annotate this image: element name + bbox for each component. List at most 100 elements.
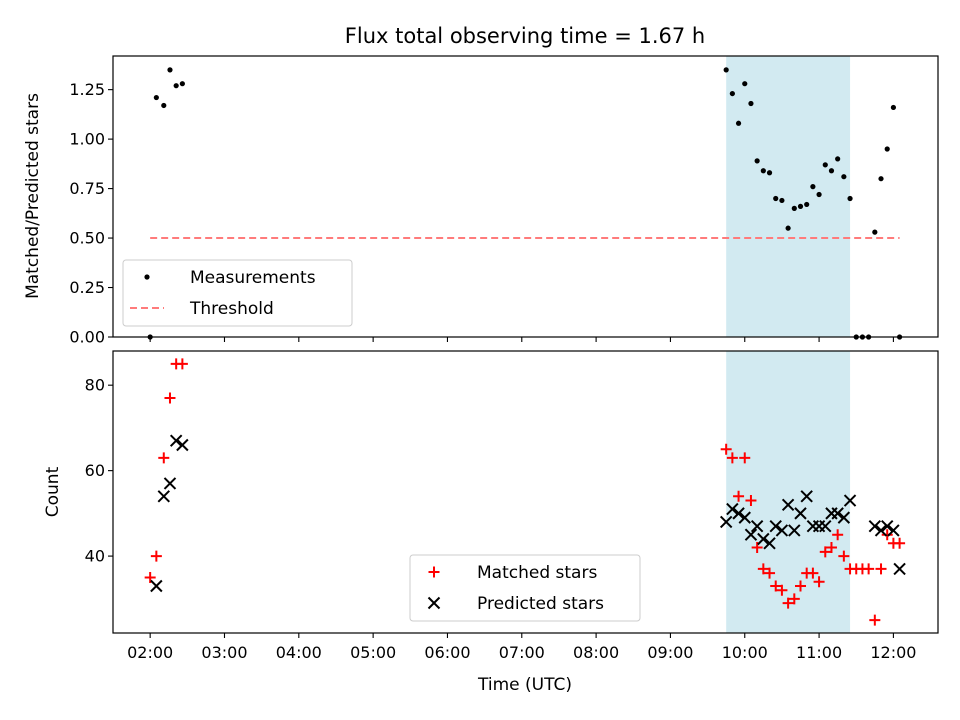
top-axes-frame (112, 55, 939, 338)
top-y-tick-label: 0.75 (69, 179, 105, 198)
x-tick-label: 05:00 (350, 643, 396, 662)
predicted-star-point (769, 519, 782, 533)
top-plot-panel: 0.00 0.25 0.50 0.75 1.00 1.25 Measurements Thre… (69, 55, 939, 347)
x-tick-label: 03:00 (201, 643, 247, 662)
legend-label: Measurements (190, 268, 316, 288)
measurement-point (754, 158, 760, 164)
matched-star-point (164, 392, 176, 404)
bottom-y-tick-label: 40 (85, 547, 105, 566)
top-y-axis-label: Matched/Predicted stars (23, 93, 43, 299)
predicted-star-point (157, 490, 170, 503)
matched-star-point (764, 567, 776, 579)
matched-star-point (863, 563, 875, 575)
matched-star-point (739, 452, 751, 464)
matched-star-point (807, 567, 819, 579)
x-tick-label: 09:00 (647, 643, 693, 662)
measurement-point (773, 195, 779, 202)
top-y-tick-label: 0.00 (69, 328, 105, 347)
predicted-star-point (874, 524, 888, 537)
measurement-point (841, 174, 847, 180)
bottom-legend: Matched stars Predicted stars (409, 554, 641, 622)
predicted-star-point (800, 490, 813, 503)
matched-star-point (788, 593, 800, 605)
measurement-point (779, 197, 785, 204)
measurement-point (729, 90, 735, 97)
measurement-point (785, 225, 791, 231)
measurement-point (167, 67, 173, 73)
legend-label: Matched stars (477, 563, 597, 583)
matched-star-point (726, 452, 738, 464)
matched-star-point (733, 490, 745, 502)
predicted-star-point (757, 532, 770, 546)
predicted-star-point (163, 477, 177, 490)
measurement-point (822, 162, 828, 168)
predicted-star-point (732, 507, 745, 520)
x-tick-label: 11:00 (796, 643, 842, 662)
measurement-point (179, 81, 185, 87)
measurement-point (797, 203, 804, 209)
matched-star-point (144, 571, 156, 583)
measurement-point (810, 184, 816, 190)
top-legend-box (122, 259, 353, 327)
measurement-point (161, 102, 167, 109)
predicted-star-point (881, 519, 894, 533)
top-shaded-interval (726, 56, 851, 337)
top-legend: Measurements Threshold (122, 259, 353, 327)
measurement-point (872, 229, 878, 235)
matched-star-point (745, 495, 757, 507)
matched-star-point (894, 537, 906, 549)
predicted-star-point (794, 507, 807, 520)
top-y-tick-label: 1.00 (69, 130, 105, 149)
predicted-star-point (868, 519, 882, 533)
chart-title: Flux total observing time = 1.67 h (345, 24, 705, 48)
bottom-y-axis-label: Count (43, 466, 63, 517)
predicted-star-point (831, 507, 844, 520)
matched-star-point (819, 546, 831, 558)
legend-label: Threshold (189, 299, 274, 319)
measurement-point (766, 170, 773, 176)
matched-star-point (770, 580, 782, 592)
predicted-star-point (843, 494, 857, 507)
legend-label: Predicted stars (477, 594, 604, 614)
matched-star-point (158, 452, 170, 464)
measurement-point (816, 191, 822, 198)
measurement-point (791, 205, 797, 211)
bottom-plot-panel: 40 60 80 02:00 03:00 04:00 05:00 06:00 07:00 08:0… (85, 350, 939, 662)
matched-star-point (869, 614, 881, 626)
top-y-tick-label: 0.25 (69, 278, 105, 297)
x-tick-label: 02:00 (127, 643, 173, 662)
matched-star-point (813, 576, 825, 588)
predicted-star-point (887, 524, 900, 537)
measurement-point (884, 146, 890, 152)
matched-star-point (825, 542, 837, 554)
x-tick-label: 12:00 (870, 643, 916, 662)
legend-dot-marker (144, 274, 150, 280)
matched-star-point (782, 597, 794, 609)
bottom-y-tick-label: 80 (85, 376, 105, 395)
matched-star-point (150, 550, 162, 562)
bottom-axes-frame (112, 350, 939, 634)
matched-star-point (751, 542, 763, 554)
predicted-star-point (893, 562, 906, 576)
bottom-shaded-interval (726, 351, 851, 633)
matched-star-point (838, 550, 850, 562)
predicted-star-point (726, 502, 739, 516)
predicted-star-point (837, 511, 851, 524)
predicted-star-point (763, 537, 776, 550)
predicted-star-point (738, 511, 751, 524)
measurement-point (173, 83, 179, 89)
measurement-point (153, 94, 159, 101)
legend-x-marker (427, 596, 441, 610)
top-y-tick-label: 0.50 (69, 229, 105, 248)
matched-star-point (176, 358, 188, 370)
measurement-point (804, 201, 810, 208)
x-tick-label: 06:00 (424, 643, 470, 662)
measurement-point (742, 81, 748, 87)
predicted-star-point (819, 519, 832, 533)
x-tick-label: 07:00 (499, 643, 545, 662)
measurement-point (878, 176, 884, 182)
predicted-star-point (781, 498, 795, 512)
predicted-star-point (744, 528, 758, 541)
measurement-point (748, 100, 754, 107)
measurement-point (847, 195, 853, 202)
